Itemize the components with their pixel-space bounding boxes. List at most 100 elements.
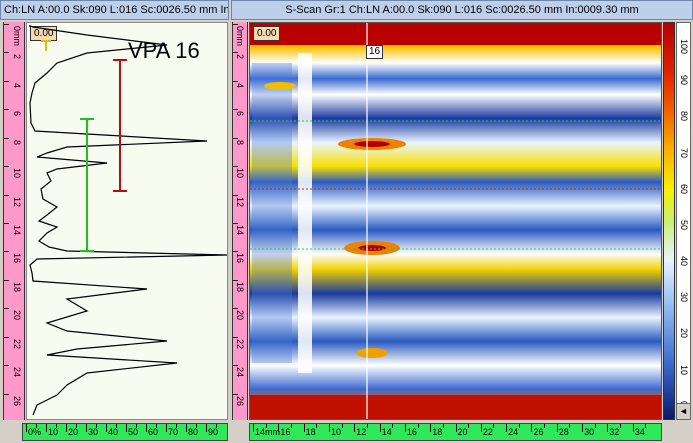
depth-tick-label: 0mm (235, 26, 245, 46)
index-tick (106, 424, 107, 432)
depth-tick-label: 2 (12, 54, 22, 60)
ascan-depth-ruler[interactable]: 0mm 2 4 6 8 10 12 14 16 18 20 22 24 26 (3, 22, 25, 420)
index-tick (166, 424, 167, 432)
depth-tick (233, 24, 238, 25)
depth-tick-label: 14 (12, 225, 22, 236)
color-scale-ruler: 1009080706050403020100% (676, 22, 691, 420)
depth-tick (233, 279, 238, 281)
index-tick-label: 90 (208, 427, 219, 437)
index-minor-tick (76, 424, 77, 428)
depth-tick (233, 308, 238, 310)
index-minor-tick (116, 424, 117, 428)
index-tick-label: 32 (609, 427, 620, 437)
ascan-header: Ch:LN A:00.0 Sk:090 L:016 Sc:0026.50 mm … (0, 0, 229, 20)
index-minor-tick (518, 424, 520, 428)
index-minor-tick (36, 424, 37, 428)
index-tick (455, 424, 457, 432)
depth-tick-label: 16 (12, 253, 22, 264)
sscan-view[interactable]: 0.00 (249, 22, 662, 420)
index-tick (531, 424, 533, 432)
index-tick-label: 18 (305, 427, 316, 437)
index-minor-tick (196, 424, 197, 428)
scroll-left-button[interactable]: ◄ (676, 403, 691, 420)
index-tick (66, 424, 67, 432)
index-tick (582, 424, 584, 432)
depth-tick (4, 336, 9, 338)
depth-tick (233, 137, 238, 139)
index-tick (328, 424, 330, 432)
depth-tick (4, 251, 9, 253)
index-minor-tick (442, 424, 444, 428)
index-minor-tick (265, 424, 267, 428)
index-tick-label: 26 (533, 427, 544, 437)
depth-tick-label: 6 (12, 111, 22, 117)
depth-tick-label: 6 (235, 111, 245, 117)
depth-tick (4, 393, 9, 395)
index-tick (146, 424, 147, 432)
ascan-amplitude-ruler[interactable]: 0% 10 20 30 40 50 60 70 80 90 (22, 423, 228, 441)
depth-tick-label: 14 (235, 225, 245, 236)
depth-tick (4, 223, 9, 224)
depth-tick-label: 12 (235, 196, 245, 207)
sscan-header: S-Scan Gr:1 Ch:LN A:00.0 Sk:090 L:016 Sc… (231, 0, 693, 20)
index-tick (404, 424, 406, 432)
depth-tick-label: 18 (235, 281, 245, 292)
ascan-view[interactable]: 0.00 (26, 22, 228, 420)
color-scale-label: 100 (679, 39, 689, 55)
depth-tick (4, 308, 9, 310)
index-tick-label: 14mm (255, 427, 281, 437)
index-tick-label: 10 (330, 427, 341, 437)
depth-tick (233, 223, 238, 224)
depth-tick (4, 24, 9, 25)
index-minor-tick (392, 424, 394, 428)
index-minor-tick (417, 424, 419, 428)
depth-tick-label: 2 (235, 54, 245, 60)
depth-tick (233, 336, 238, 338)
depth-tick (4, 52, 9, 54)
ascan-waveform (29, 25, 227, 416)
depth-tick-label: 16 (235, 253, 245, 264)
index-tick-label: 60 (148, 427, 159, 437)
depth-tick-label: 8 (235, 139, 245, 145)
depth-tick (233, 166, 238, 168)
index-tick (430, 424, 432, 432)
depth-tick (233, 80, 238, 82)
index-tick (253, 424, 254, 432)
index-tick-label: 40 (108, 427, 119, 437)
ascan-plot (29, 25, 227, 416)
index-tick-label: 30 (88, 427, 99, 437)
depth-tick (233, 365, 238, 367)
depth-tick (233, 251, 238, 253)
index-tick-label: 34 (634, 427, 645, 437)
depth-tick (4, 109, 9, 111)
index-tick (379, 424, 381, 432)
index-tick-label: 28 (558, 427, 569, 437)
color-scale-label: 30 (679, 292, 689, 303)
sscan-depth-ruler[interactable]: 0mm 2 4 6 8 10 12 14 16 18 20 22 24 26 (232, 22, 248, 420)
depth-tick-label: 20 (235, 310, 245, 321)
index-tick-label: 16 (280, 427, 291, 437)
depth-tick-label: 22 (12, 338, 22, 349)
sscan-cursor-label: 16 (366, 45, 384, 59)
depth-tick (233, 393, 238, 395)
depth-tick-label: 4 (235, 82, 245, 88)
sscan-index-ruler[interactable]: 14mm 16 18 10 12 14 16 18 20 22 24 26 28 30 32 34 (249, 423, 662, 441)
index-tick (126, 424, 127, 432)
index-tick-label: 10 (48, 427, 59, 437)
color-scale-label: 20 (679, 328, 689, 339)
depth-tick-label: 4 (12, 82, 22, 88)
index-minor-tick (56, 424, 57, 428)
color-palette-bar (663, 22, 675, 420)
index-minor-tick (216, 424, 217, 428)
index-minor-tick (96, 424, 97, 428)
index-tick (46, 424, 47, 432)
depth-tick (233, 52, 238, 54)
depth-tick (4, 166, 9, 168)
index-tick-label: 20 (68, 427, 79, 437)
index-tick-label: 50 (128, 427, 139, 437)
color-scale-label: 90 (679, 75, 689, 86)
index-tick (26, 424, 27, 432)
index-tick (303, 424, 305, 432)
index-minor-tick (645, 424, 647, 428)
depth-tick (4, 365, 9, 367)
